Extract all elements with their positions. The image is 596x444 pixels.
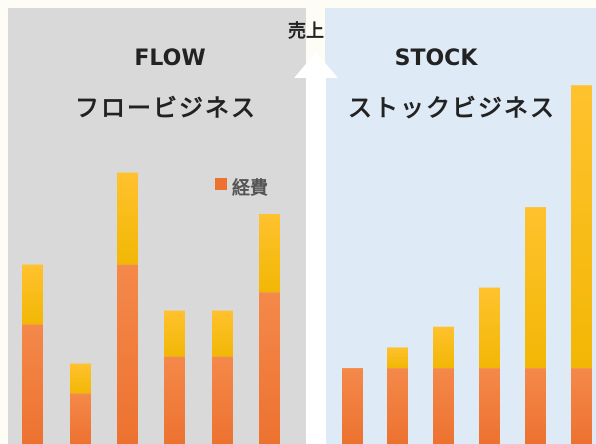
stock-panel-background <box>325 8 596 444</box>
flow-panel-background <box>8 8 306 444</box>
stock-bar-2-cost-segment <box>387 368 408 444</box>
stock-bar-2-profit-segment <box>387 347 408 369</box>
stock-bar-4-profit-segment <box>479 287 500 369</box>
legend-swatch-cost <box>215 178 227 190</box>
stock-bar-3-cost-segment <box>433 368 454 444</box>
stock-bar-3-profit-segment <box>433 326 454 369</box>
flow-bar-6-cost-segment <box>259 292 280 444</box>
flow-bar-6-profit-segment <box>259 214 280 293</box>
stock-bar-6 <box>571 85 592 444</box>
flow-subtitle: フロービジネス <box>75 94 257 122</box>
flow-bar-1-cost-segment <box>22 324 43 444</box>
stock-bar-4 <box>479 287 500 444</box>
stock-bar-6-cost-segment <box>571 368 592 444</box>
flow-bar-3-cost-segment <box>117 264 138 444</box>
revenue-up-arrow <box>294 52 338 444</box>
stock-bar-5-profit-segment <box>525 207 546 369</box>
flow-bar-5-profit-segment <box>212 310 233 357</box>
flow-bar-2-profit-segment <box>70 363 91 394</box>
flow-bar-5-cost-segment <box>212 356 233 444</box>
flow-bar-4 <box>164 310 185 444</box>
flow-title: FLOW <box>134 46 205 71</box>
stock-bar-6-profit-segment <box>571 85 592 369</box>
legend-label-cost: 経費 <box>232 177 268 199</box>
stock-bar-1 <box>342 368 363 444</box>
flow-bar-1 <box>22 264 43 444</box>
flow-bar-2-cost-segment <box>70 393 91 444</box>
revenue-arrow-label: 売上 <box>288 20 324 42</box>
stock-bar-5 <box>525 207 546 444</box>
legend: 経費 <box>215 177 268 199</box>
stock-bars <box>342 85 592 444</box>
stock-bar-1-cost-segment <box>342 368 363 444</box>
stock-bar-5-cost-segment <box>525 368 546 444</box>
flow-bar-2 <box>70 363 91 444</box>
stock-title: STOCK <box>395 46 479 71</box>
flow-bar-3-profit-segment <box>117 172 138 265</box>
flow-bars <box>22 172 280 444</box>
flow-bar-4-profit-segment <box>164 310 185 357</box>
flow-bar-1-profit-segment <box>22 264 43 325</box>
flow-bar-6 <box>259 214 280 444</box>
stock-bar-3 <box>433 326 454 444</box>
stock-subtitle: ストックビジネス <box>348 94 556 122</box>
stock-bar-2 <box>387 347 408 444</box>
flow-bar-3 <box>117 172 138 444</box>
stock-bar-4-cost-segment <box>479 368 500 444</box>
flow-bar-4-cost-segment <box>164 356 185 444</box>
flow-bar-5 <box>212 310 233 444</box>
